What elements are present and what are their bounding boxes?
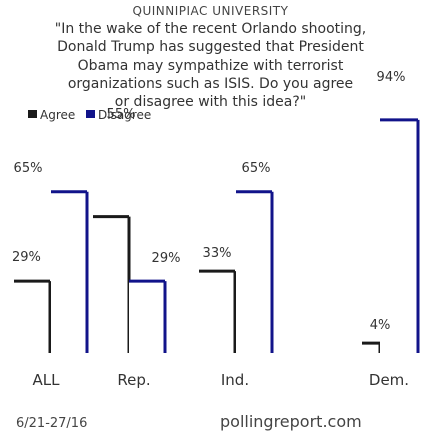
legend-agree-label: Agree [40,108,75,122]
question-line: "In the wake of the recent Orlando shoot… [54,21,367,37]
question-line: Obama may sympathize with terrorist [77,57,344,74]
agree-bar [199,271,235,353]
disagree-bar [380,119,418,353]
agree-value-label: 33% [203,246,232,261]
disagree-value-label: 94% [377,70,406,85]
agree-value-label: 55% [107,107,136,122]
category-label: Ind. [221,371,249,389]
category-label: ALL [33,371,61,389]
agree-bar [93,216,129,353]
legend-disagree-label: Disagree [98,108,151,122]
question-line: Donald Trump has suggested that Presiden… [57,39,364,56]
website-label: pollingreport.com [220,412,362,431]
disagree-value-label: 65% [242,161,271,176]
agree-bar [362,343,380,353]
question-text: "In the wake of the recent Orlando shoot… [0,20,421,111]
poll-date: 6/21-27/16 [16,416,88,431]
question-line: or disagree with this idea?" [114,94,307,111]
disagree-bar [51,191,87,353]
legend-disagree-swatch [86,110,95,118]
question-line: organizations such as ISIS. Do you agree [67,75,354,92]
agree-value-label: 29% [12,250,41,265]
source-label: QUINNIPIAC UNIVERSITY [132,4,289,18]
disagree-value-label: 29% [152,251,181,266]
disagree-bar [129,281,165,353]
disagree-value-label: 65% [14,161,43,176]
agree-bar [14,281,50,353]
agree-value-label: 4% [370,318,391,333]
category-label: Rep. [117,371,150,389]
legend-agree-swatch [28,110,37,118]
category-label: Dem. [369,371,409,389]
disagree-bar [236,191,272,353]
